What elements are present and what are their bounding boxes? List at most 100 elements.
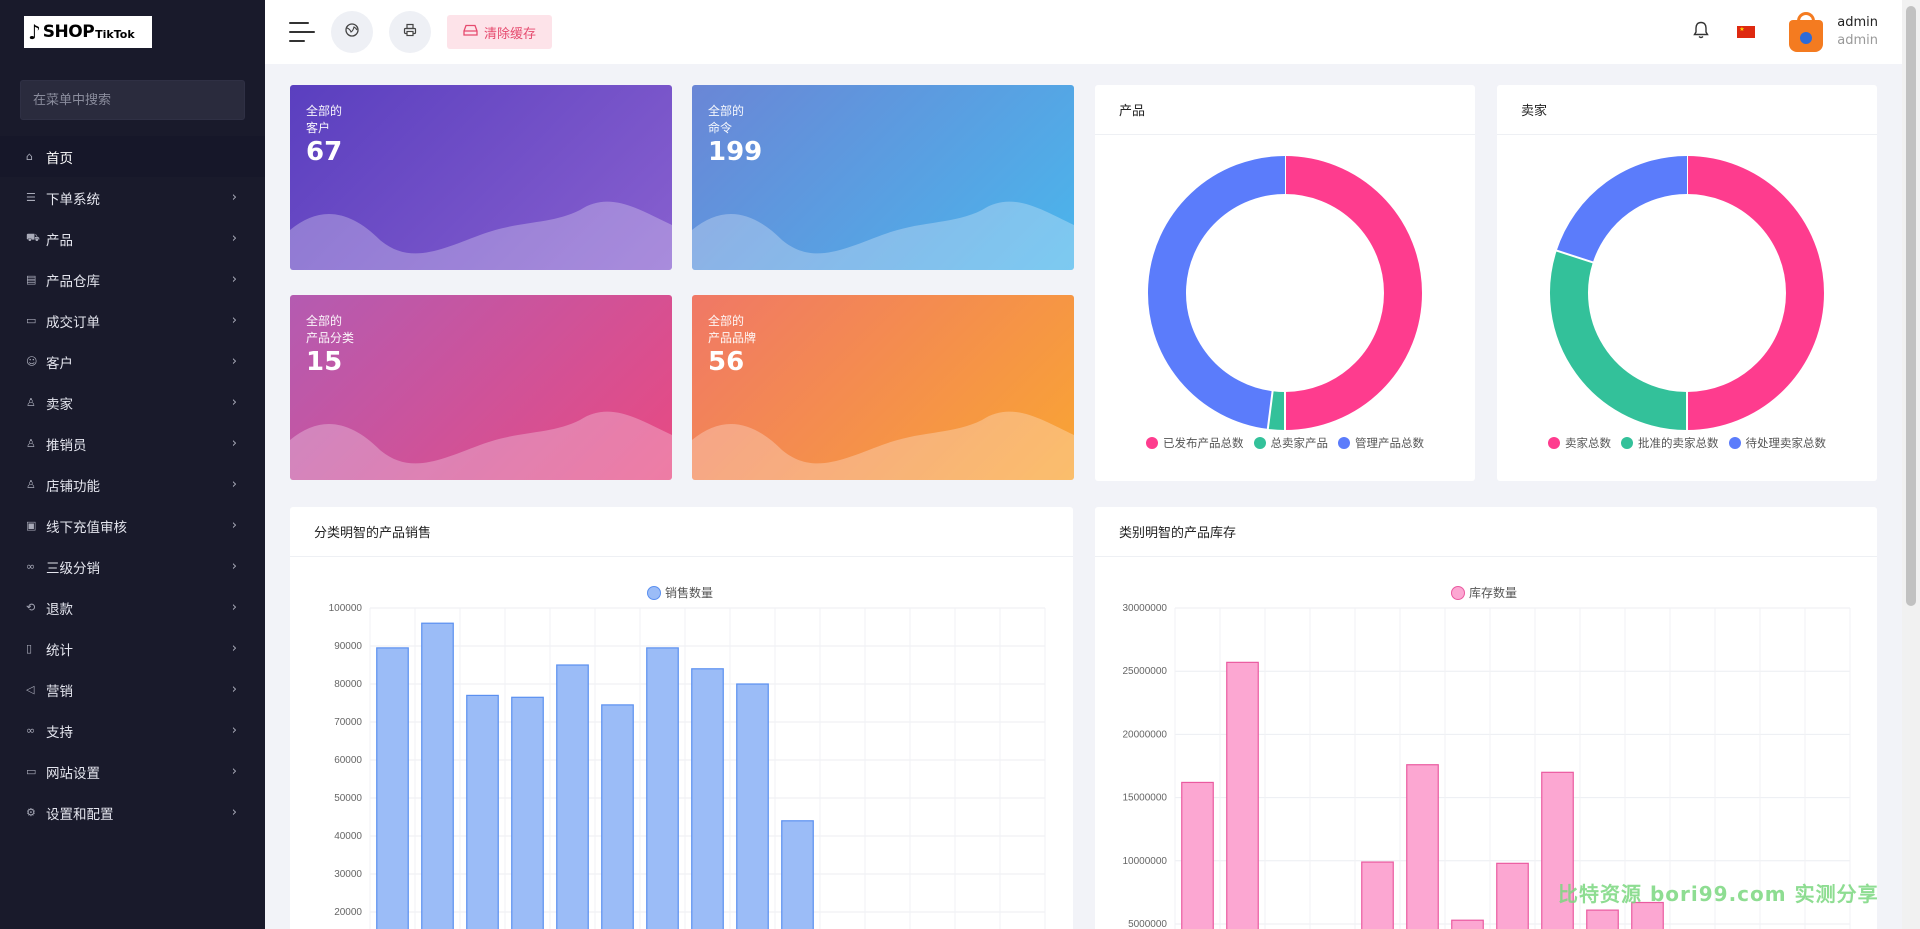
y-tick-label: 70000 [334,717,362,728]
bar[interactable] [1541,771,1574,929]
sidebar-item[interactable]: ⟲ 退款 › [0,587,265,628]
legend-dot [1548,437,1560,449]
slice-separator [1555,249,1595,264]
sidebar-item[interactable]: ☰ 下单系统 › [0,177,265,218]
stock-chart-legend: 库存数量 [1451,584,1517,601]
drive-icon [463,24,478,40]
bar[interactable] [1406,764,1439,929]
print-button[interactable] [389,11,431,53]
shopping-bag-avatar-icon[interactable] [1789,12,1824,52]
y-tick-label: 50000 [334,793,362,804]
legend-dot [1728,437,1741,449]
stat-label-line1: 全部的 [708,314,745,328]
sidebar-item[interactable]: ▯ 统计 › [0,628,265,669]
bell-icon[interactable] [1693,21,1710,44]
menu-toggle-icon[interactable] [289,22,315,42]
wave-decoration [290,201,672,270]
donut-slice[interactable] [1556,156,1688,263]
legend-item[interactable]: 待处理卖家总数 [1728,435,1826,451]
legend-item[interactable]: 管理产品总数 [1338,435,1424,451]
donut-slice[interactable] [1267,391,1286,430]
sidebar-item[interactable]: ▭ 成交订单 › [0,300,265,341]
stat-label-line2: 客户 [306,121,331,136]
sidebar-item-label: 客户 [46,355,73,372]
legend-item[interactable]: 总卖家产品 [1253,435,1328,451]
stat-label-line2: 命令 [708,121,733,136]
bar[interactable] [691,668,724,929]
sidebar-item[interactable]: ⌂ 首页 [0,136,265,177]
page-scrollbar[interactable] [1902,0,1920,929]
sales-chart-panel: 分类明智的产品销售 [290,507,1073,929]
sidebar-item[interactable]: ∞ 三级分销 › [0,546,265,587]
scrollbar-thumb[interactable] [1906,6,1916,606]
bar[interactable] [1181,781,1214,929]
sidebar-item-label: 营销 [46,683,73,700]
sidebar-item-label: 退款 [46,601,73,618]
legend-item[interactable]: 已发布产品总数 [1146,435,1244,451]
legend-swatch [1451,585,1465,600]
user-icon: ♙ [26,437,36,450]
sidebar-item[interactable]: ⛟ 产品 › [0,218,265,259]
globe-button[interactable] [331,11,373,53]
clear-cache-button[interactable]: 清除缓存 [447,15,553,49]
sidebar-item[interactable]: ♙ 卖家 › [0,382,265,423]
sidebar-item[interactable]: ♙ 店铺功能 › [0,464,265,505]
sidebar-item[interactable]: ☺ 客户 › [0,341,265,382]
megaphone-icon: ◁ [26,683,35,696]
sidebar-item[interactable]: ▭ 网站设置 › [0,751,265,792]
printer-icon [403,23,417,41]
bar[interactable] [511,696,544,929]
china-flag-icon[interactable] [1737,26,1756,38]
bar[interactable] [556,664,589,929]
legend-label: 批准的卖家总数 [1638,436,1719,450]
bar[interactable] [376,647,409,929]
donut-slice[interactable] [1284,156,1422,430]
sidebar-item[interactable]: ⚙ 设置和配置 › [0,792,265,833]
user-info[interactable]: admin admin [1837,14,1878,49]
chevron-right-icon: › [231,395,237,410]
sales-chart-legend: 销售数量 [647,584,713,601]
link-icon: ∞ [26,560,36,573]
sidebar-item-label: 设置和配置 [46,806,114,823]
bar[interactable] [1226,661,1259,929]
stat-value: 67 [306,137,343,167]
donut-slice[interactable] [1148,156,1286,429]
user-role: admin [1837,33,1878,48]
legend-dot [1253,437,1266,449]
chevron-right-icon: › [231,559,237,574]
sidebar-item[interactable]: ∞ 支持 › [0,710,265,751]
logo[interactable]: ♪ SHOP TikTok [24,16,152,48]
sidebar-item[interactable]: ♙ 推销员 › [0,423,265,464]
donut-slice[interactable] [1550,250,1688,430]
chevron-right-icon: › [231,518,237,533]
legend-item[interactable]: 卖家总数 [1548,435,1611,451]
bar[interactable] [781,820,814,929]
stock-chart-panel: 类别明智的产品库存 [1095,507,1877,929]
sidebar-item[interactable]: ▣ 线下充值审核 › [0,505,265,546]
stat-label-line1: 全部的 [306,104,343,118]
bar[interactable] [646,647,679,929]
sidebar-item[interactable]: ◁ 营销 › [0,669,265,710]
sidebar-item-label: 线下充值审核 [46,519,127,536]
legend-item[interactable]: 批准的卖家总数 [1621,435,1719,451]
stat-card-brands: 全部的 产品品牌 56 [692,295,1074,480]
bar[interactable] [1451,919,1484,929]
legend-dot [1338,437,1350,449]
bar[interactable] [1631,901,1664,929]
bar[interactable] [1361,861,1394,929]
bar[interactable] [736,683,769,929]
bar[interactable] [1586,909,1619,929]
menu-search-input[interactable] [33,92,244,108]
y-tick-label: 25000000 [1123,666,1168,677]
sidebar-item[interactable]: ▤ 产品仓库 › [0,259,265,300]
y-tick-label: 20000000 [1123,729,1168,740]
legend-label: 库存数量 [1469,586,1518,600]
bar[interactable] [601,704,634,929]
bar[interactable] [1496,862,1529,929]
donut-slice[interactable] [1686,156,1824,430]
bar[interactable] [421,622,454,929]
topbar: 清除缓存 admin admin [265,0,1902,64]
bar[interactable] [466,694,499,929]
sidebar-item-label: 店铺功能 [46,478,100,495]
globe-icon [345,23,359,41]
